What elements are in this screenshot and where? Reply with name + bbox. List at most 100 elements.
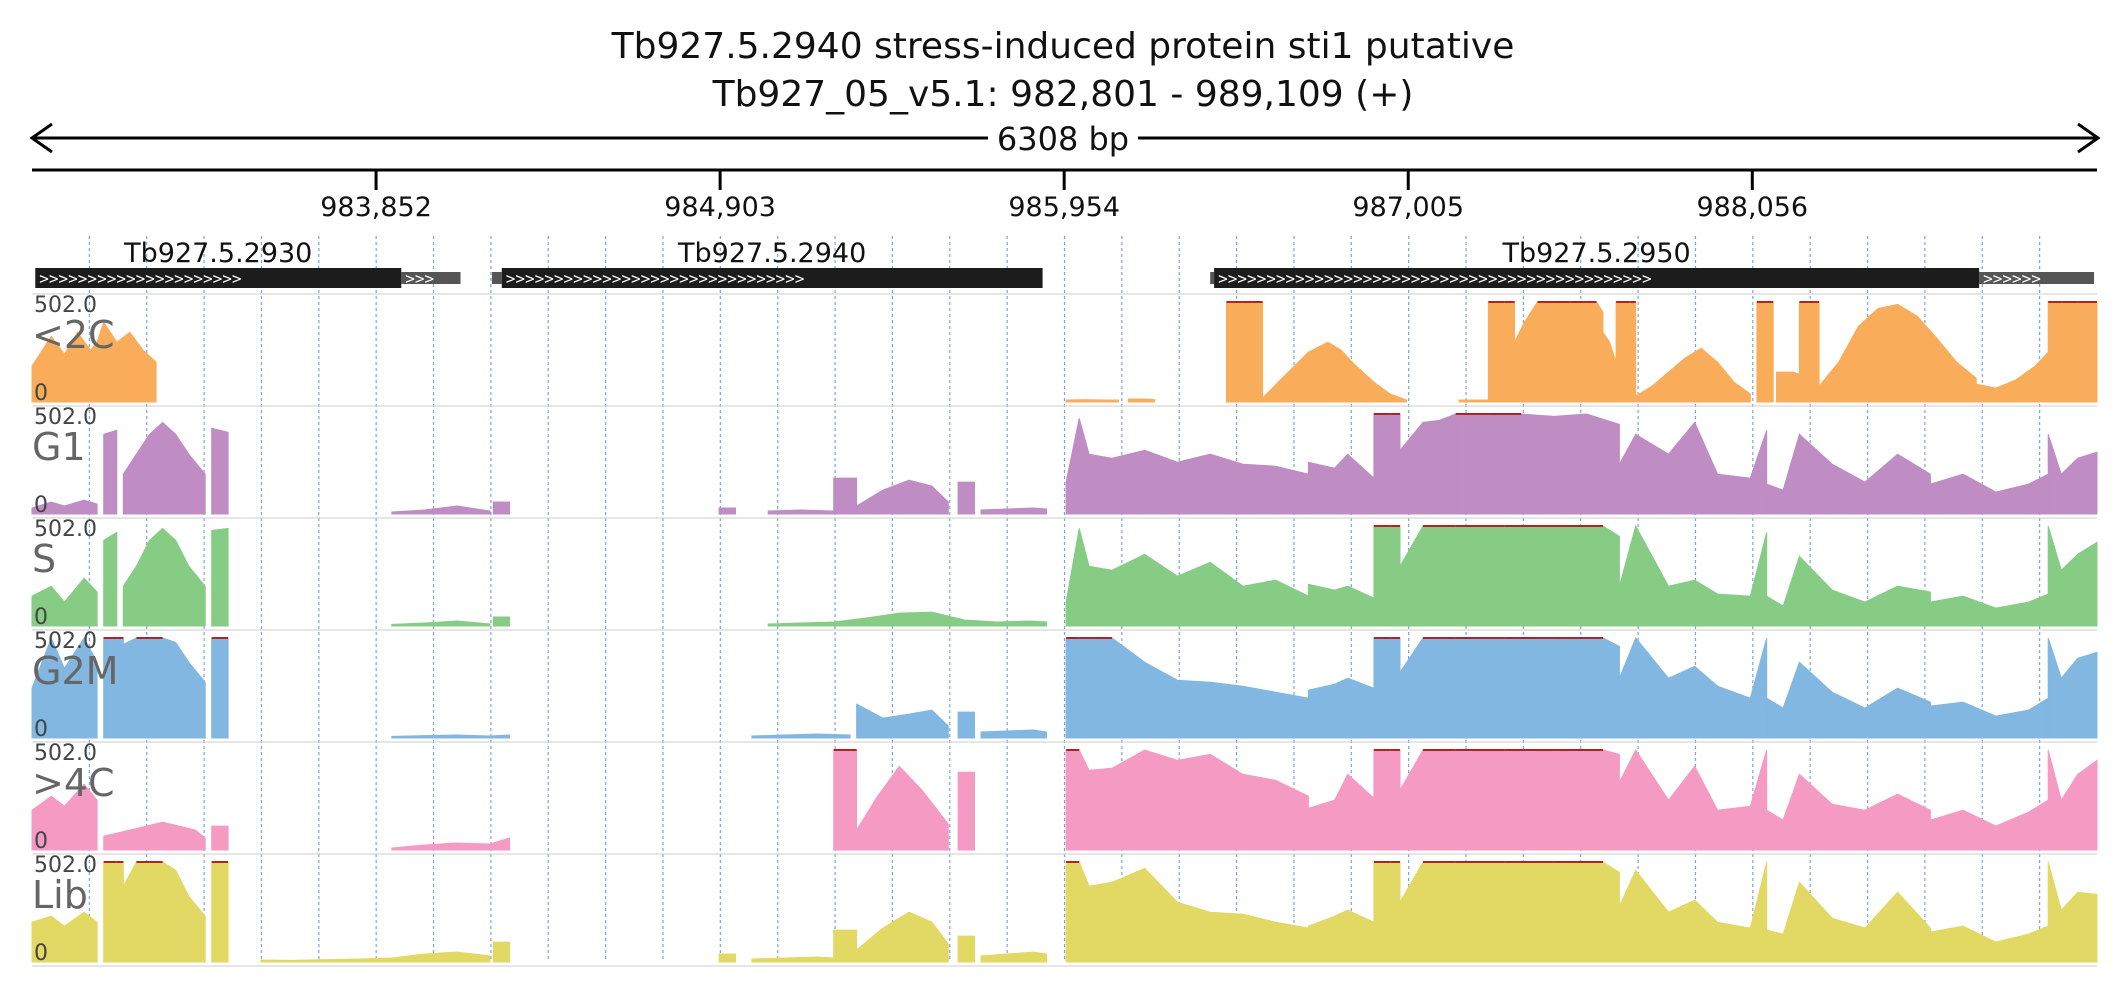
coverage-area (1514, 301, 1604, 403)
coverage-area (1929, 925, 2049, 963)
coverage-area (2047, 637, 2098, 739)
coverage-tracks: 502.00<2C502.00G1502.00S502.00G2M502.00>… (31, 293, 2098, 967)
coverage-area (391, 837, 511, 851)
coverage-area (1399, 525, 1620, 627)
coverage-area (211, 527, 229, 627)
coverage-area (211, 825, 229, 851)
coverage-area (767, 611, 1047, 627)
gene-utr (401, 272, 461, 284)
coverage-area (1766, 433, 1931, 515)
coverage-area (1766, 555, 1931, 627)
coverage-area (1766, 661, 1931, 739)
coverage-area (718, 953, 736, 963)
coverage-area (391, 734, 511, 739)
coverage-area (718, 507, 736, 515)
coverage-area (1929, 799, 2049, 851)
strand-arrows-icon: >>>>>>>>>>>>>>>>>>>>>>>>>>>>>>>>>>>>>>>>… (1218, 269, 1651, 288)
strand-arrows-icon: >>>>>> (1983, 269, 2041, 288)
coverage-area (980, 507, 1047, 515)
coverage-area (31, 911, 98, 963)
coverage-area (1618, 524, 1768, 627)
coverage-area (1766, 881, 1931, 963)
track-1: 502.0 0 G1 (31, 405, 2098, 518)
coverage-area (492, 501, 511, 515)
coverage-area (833, 477, 858, 515)
gene-utr (1210, 272, 1215, 284)
coverage-area (1455, 413, 1620, 515)
coverage-area (1929, 593, 2049, 627)
coverage-area (31, 577, 98, 627)
coverage-area (1618, 749, 1768, 851)
coverage-area (1373, 637, 1401, 739)
tick-label: 988,056 (1696, 192, 1808, 223)
y-max-label: 502.0 (34, 405, 97, 430)
coverage-area (2047, 525, 2098, 627)
coverage-area (1618, 861, 1768, 963)
coverage-area (31, 783, 98, 851)
coverage-area (767, 509, 835, 515)
coverage-area (31, 636, 98, 739)
coverage-area (1307, 909, 1375, 963)
track-name: S (32, 537, 56, 581)
coverage-area (833, 749, 858, 851)
coverage-area (492, 616, 511, 627)
tick-label: 983,852 (320, 192, 432, 223)
coverage-area (1307, 453, 1375, 515)
coverage-area (1399, 749, 1620, 851)
coverage-area (1487, 301, 1516, 403)
coverage-area (1065, 637, 1309, 739)
coverage-area (391, 505, 491, 515)
coverage-area (980, 729, 1047, 739)
coverage-area (856, 479, 949, 515)
coverage-area (1458, 399, 1489, 403)
coverage-area (1929, 697, 2049, 739)
track-2: 502.0 0 S (31, 517, 2098, 630)
gene-label: Tb927.5.2940 (677, 238, 866, 269)
track-0: 502.0 0 <2C (31, 293, 2098, 406)
coverage-area (103, 861, 124, 963)
coverage-area (1065, 749, 1309, 851)
coverage-area (1975, 350, 2049, 403)
coverage-area (103, 821, 206, 851)
coverage-area (1127, 398, 1155, 403)
coverage-area (31, 321, 157, 403)
coverage-area (856, 765, 949, 851)
gene-body (501, 268, 1043, 288)
strand-arrows-icon: >>>>>>>>>>>>>>>>>>>>>>>>>>>>>>> (506, 269, 805, 288)
gene-label: Tb927.5.2930 (123, 238, 312, 269)
y-min-label: 0 (34, 605, 48, 630)
figure-title: Tb927.5.2940 stress-induced protein sti1… (611, 26, 1515, 67)
coverage-area (1373, 749, 1401, 851)
coverage-area (31, 499, 98, 515)
coverage-area (122, 527, 206, 627)
coverage-area (2047, 301, 2098, 403)
coverage-area (2047, 434, 2098, 515)
coverage-area (122, 637, 206, 739)
strand-arrows-icon: >>> (405, 269, 434, 288)
coverage-area (1226, 301, 1264, 403)
coverage-area (751, 956, 835, 963)
coverage-area (856, 703, 949, 739)
y-min-label: 0 (34, 941, 48, 966)
coverage-area (957, 771, 975, 851)
coverage-area (1065, 418, 1309, 515)
track-3: 502.0 0 G2M (31, 629, 2098, 742)
coverage-area (1798, 301, 1820, 403)
coverage-area (1307, 773, 1375, 851)
coverage-area (957, 711, 975, 739)
y-min-label: 0 (34, 493, 48, 518)
coverage-area (1399, 637, 1620, 739)
coverage-area (211, 637, 229, 739)
coverage-area (391, 620, 491, 627)
coverage-area (1618, 637, 1768, 739)
coverage-area (980, 951, 1047, 963)
coverage-area (1065, 861, 1309, 963)
coverage-area (1615, 301, 1637, 403)
track-name: <2C (32, 313, 115, 357)
y-max-label: 502.0 (34, 517, 97, 542)
track-name: Lib (32, 873, 88, 917)
coverage-area (833, 929, 858, 963)
coverage-area (1618, 421, 1768, 515)
coverage-area (1766, 773, 1931, 851)
